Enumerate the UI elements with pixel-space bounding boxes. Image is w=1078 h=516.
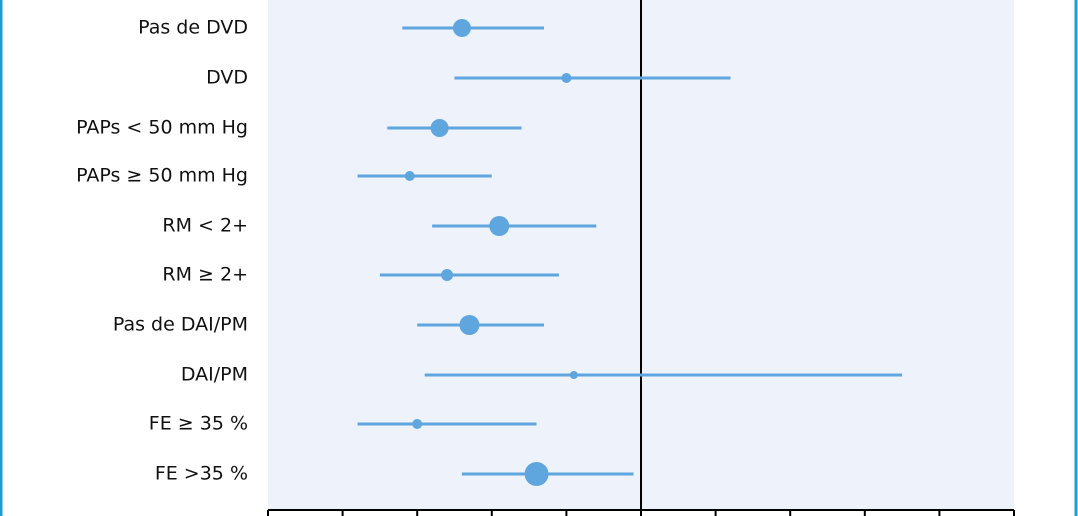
row-label: DVD [206, 67, 248, 89]
row-label: PAPs ≥ 50 mm Hg [76, 165, 248, 187]
point-estimate [561, 73, 572, 83]
row-label: Pas de DAI/PM [113, 314, 248, 336]
row-label: RM < 2+ [162, 215, 248, 237]
row-label: FE ≥ 35 % [149, 413, 248, 435]
point-estimate [430, 119, 449, 137]
point-estimate [441, 269, 454, 281]
point-estimate [524, 462, 549, 486]
point-estimate [452, 19, 471, 37]
row-label: DAI/PM [181, 364, 248, 386]
point-estimate [569, 371, 578, 379]
point-estimate [489, 216, 510, 236]
point-estimate [412, 419, 423, 429]
row-label: FE >35 % [155, 463, 248, 485]
point-estimate [404, 171, 415, 181]
point-estimate [459, 315, 480, 335]
row-label: PAPs < 50 mm Hg [76, 117, 248, 139]
row-label: RM ≥ 2+ [162, 264, 248, 286]
row-label: Pas de DVD [138, 17, 248, 39]
